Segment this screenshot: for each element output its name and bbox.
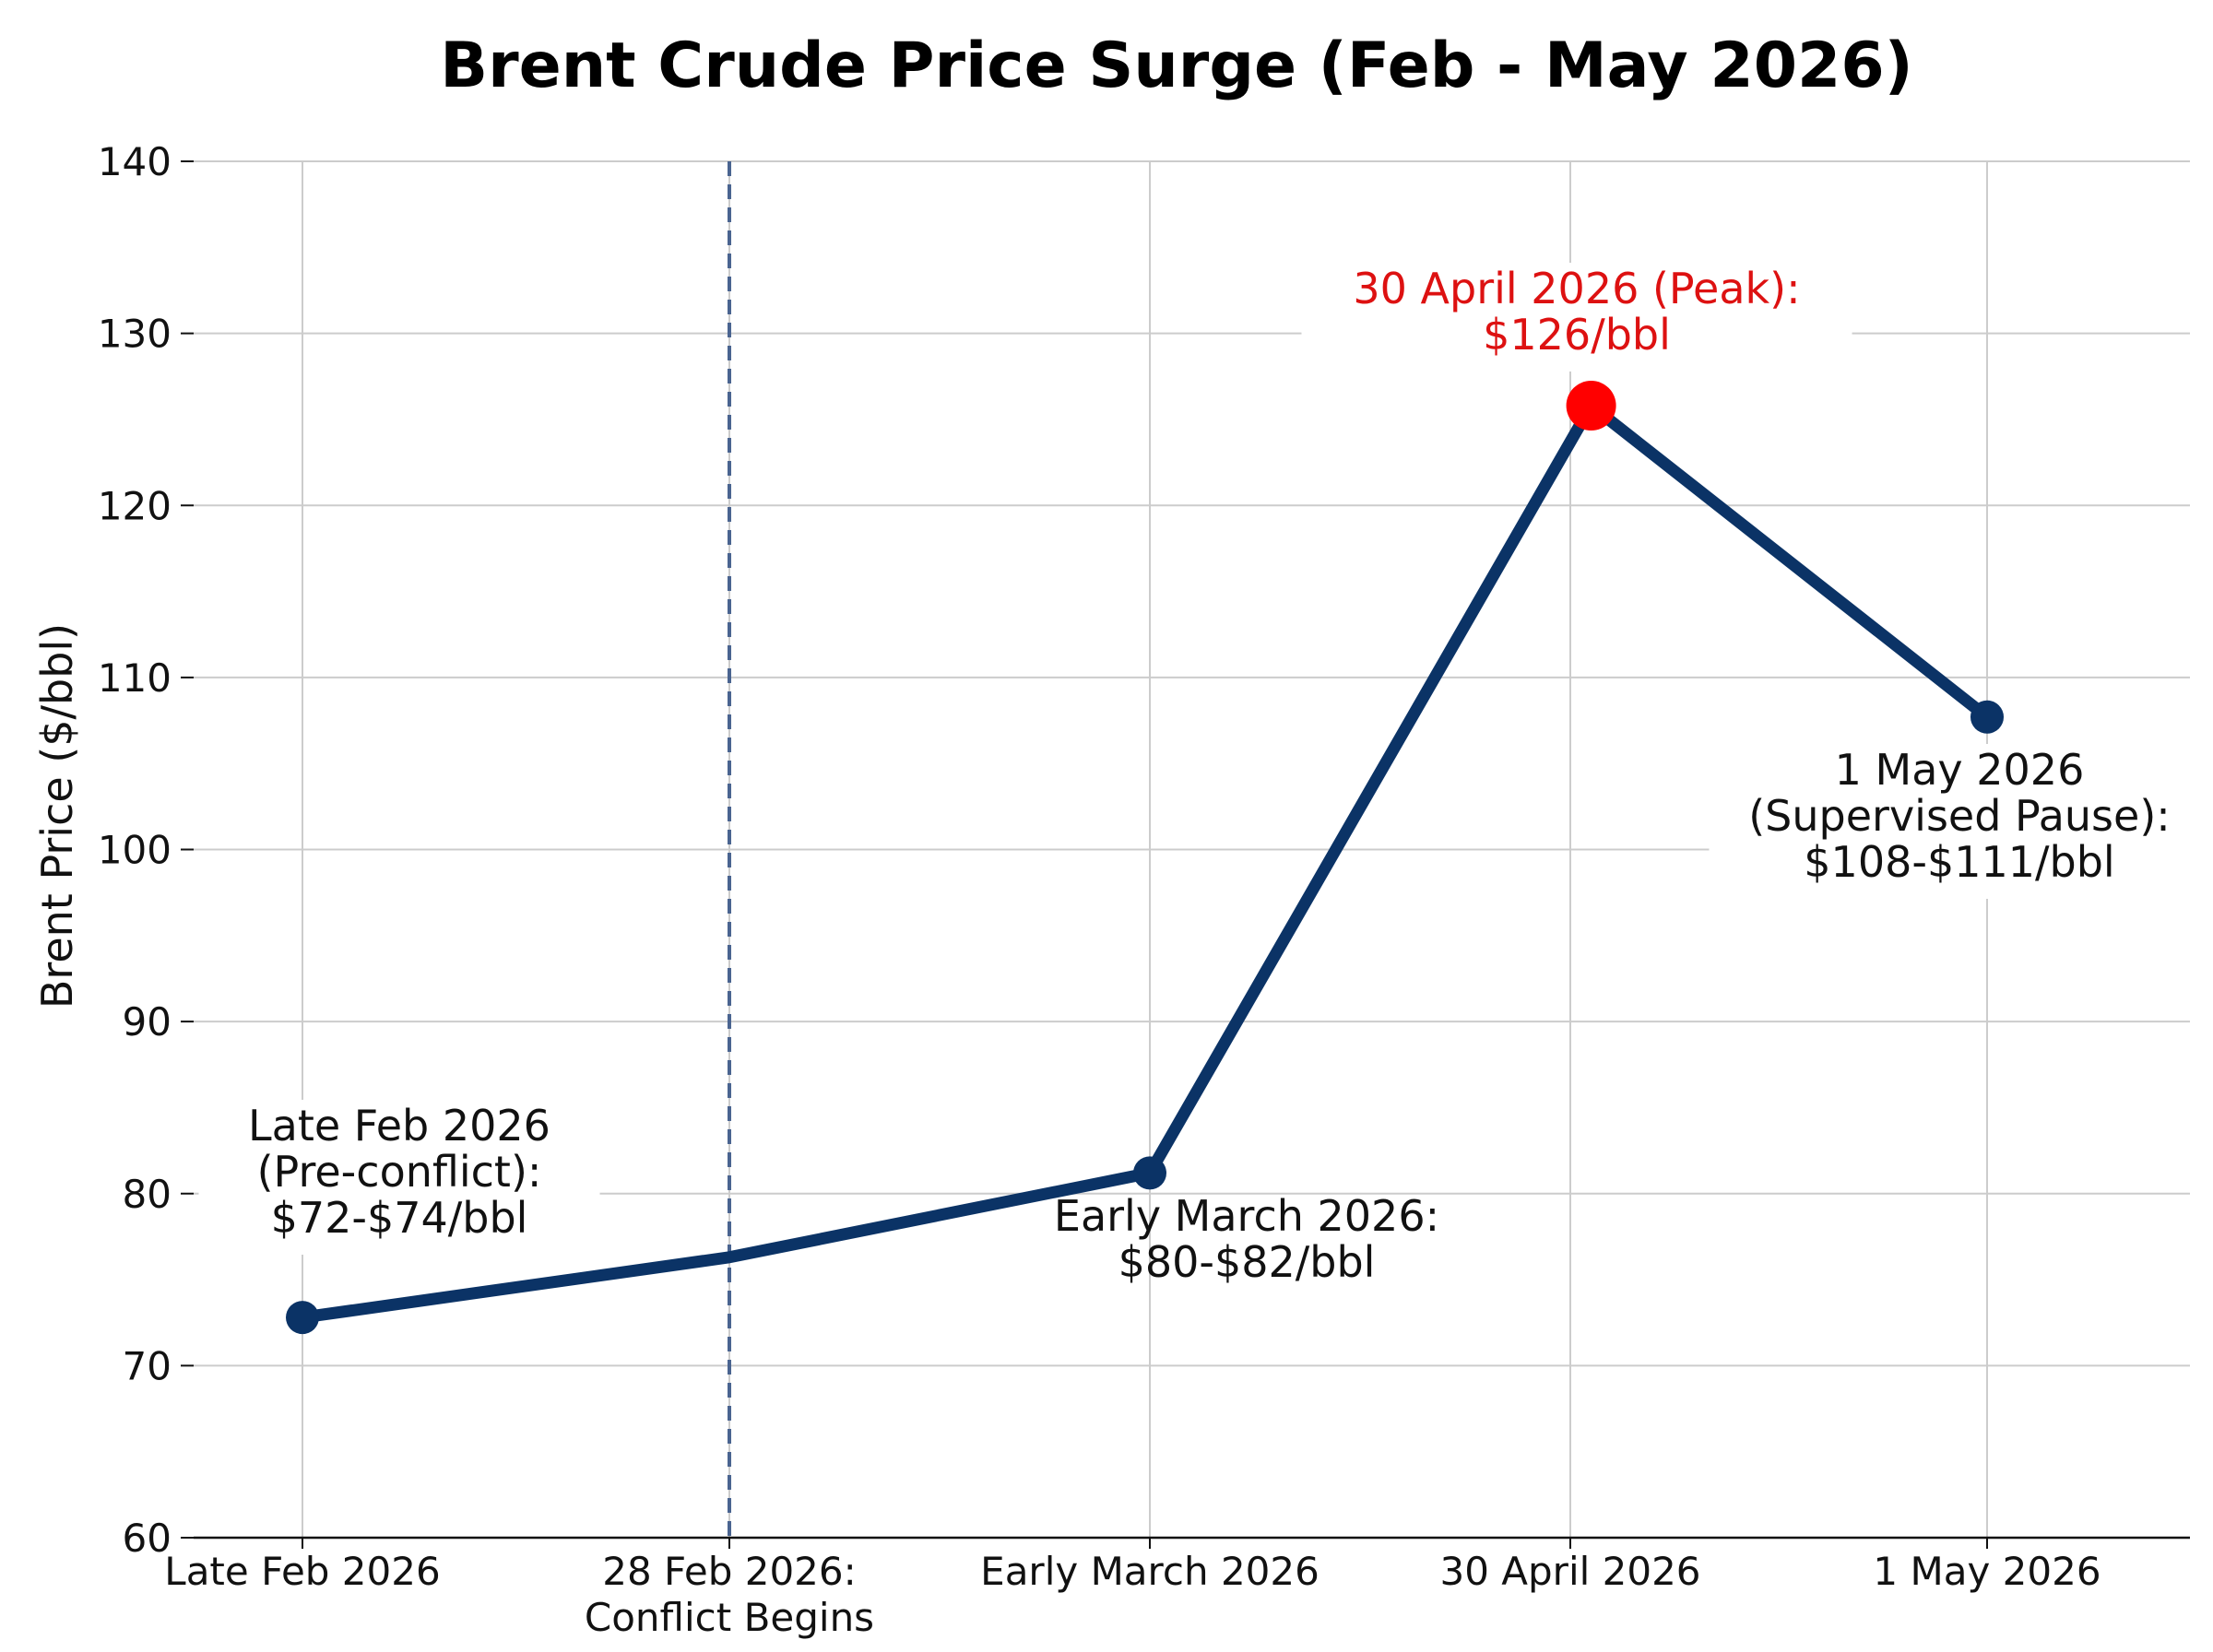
y-tick-label: 70	[123, 1343, 172, 1388]
data-point	[1133, 1156, 1166, 1190]
x-tick-label: 1 May 2026	[1873, 1549, 2101, 1594]
y-tick-label: 140	[98, 139, 172, 184]
chart-title: Brent Crude Price Surge (Feb - May 2026)	[440, 30, 1913, 102]
x-tick-label-line: 30 April 2026	[1439, 1549, 1700, 1594]
annotation-box	[198, 1100, 600, 1255]
annotation-line: Early March 2026:	[1054, 1191, 1439, 1241]
annotation-line: (Pre-conflict):	[257, 1147, 542, 1197]
annotation-line: Late Feb 2026	[248, 1101, 550, 1150]
x-tick-label: Early March 2026	[980, 1549, 1320, 1594]
x-tick-label-line: Late Feb 2026	[164, 1549, 440, 1594]
annotation-line: $80-$82/bbl	[1118, 1237, 1376, 1287]
annotation-text: 30 April 2026 (Peak): $126/bbl	[1353, 264, 1800, 360]
y-tick-label: 60	[123, 1516, 172, 1561]
annotation-line: $72-$74/bbl	[271, 1193, 528, 1243]
annotation-box	[1709, 744, 2210, 899]
axes: 60 70 80 90 100 110 120 130 140 Late Feb 2026 28 F…	[98, 139, 2190, 1640]
annotation-0: Late Feb 2026 (Pre-conflict): $72-$74/bbl	[198, 1100, 600, 1255]
y-tick-label: 120	[98, 483, 172, 528]
x-tick-label-line: Conflict Begins	[585, 1595, 874, 1640]
annotation-1: Early March 2026: $80-$82/bbl	[1054, 1191, 1439, 1287]
data-markers	[286, 381, 2004, 1335]
annotation-line: $108-$111/bbl	[1804, 837, 2114, 887]
annotation-2: 30 April 2026 (Peak): $126/bbl	[1301, 263, 1852, 372]
y-tick-label: 80	[123, 1172, 172, 1217]
annotation-line: 1 May 2026	[1835, 745, 2085, 795]
annotation-line: 30 April 2026 (Peak):	[1353, 264, 1800, 313]
x-tick-label: 30 April 2026	[1439, 1549, 1700, 1594]
annotation-text: Late Feb 2026 (Pre-conflict): $72-$74/bbl	[248, 1101, 550, 1243]
y-tick-label: 90	[123, 999, 172, 1044]
y-tick-label: 100	[98, 828, 172, 873]
x-tick-label: Late Feb 2026	[164, 1549, 440, 1594]
y-tick-label: 130	[98, 312, 172, 357]
peak-marker	[1566, 381, 1616, 431]
y-tick-label: 110	[98, 655, 172, 701]
data-point	[1970, 700, 2004, 734]
y-axis-label: Brent Price ($/bbl)	[32, 623, 82, 1009]
annotations: Late Feb 2026 (Pre-conflict): $72-$74/bbl E…	[198, 263, 2210, 1287]
x-tick-label-line: Early March 2026	[980, 1549, 1320, 1594]
data-point	[286, 1301, 319, 1335]
annotation-text: 1 May 2026 (Supervised Pause): $108-$111/b…	[1748, 745, 2171, 887]
annotation-line: $126/bbl	[1483, 310, 1671, 360]
annotation-text: Early March 2026: $80-$82/bbl	[1054, 1191, 1439, 1287]
x-tick-label-line: 28 Feb 2026:	[602, 1549, 857, 1594]
x-tick-label: 28 Feb 2026: Conflict Begins	[585, 1549, 874, 1640]
x-tick-label-line: 1 May 2026	[1873, 1549, 2101, 1594]
annotation-3: 1 May 2026 (Supervised Pause): $108-$111/b…	[1709, 744, 2210, 899]
annotation-line: (Supervised Pause):	[1748, 791, 2171, 841]
annotation-box	[1301, 263, 1852, 372]
